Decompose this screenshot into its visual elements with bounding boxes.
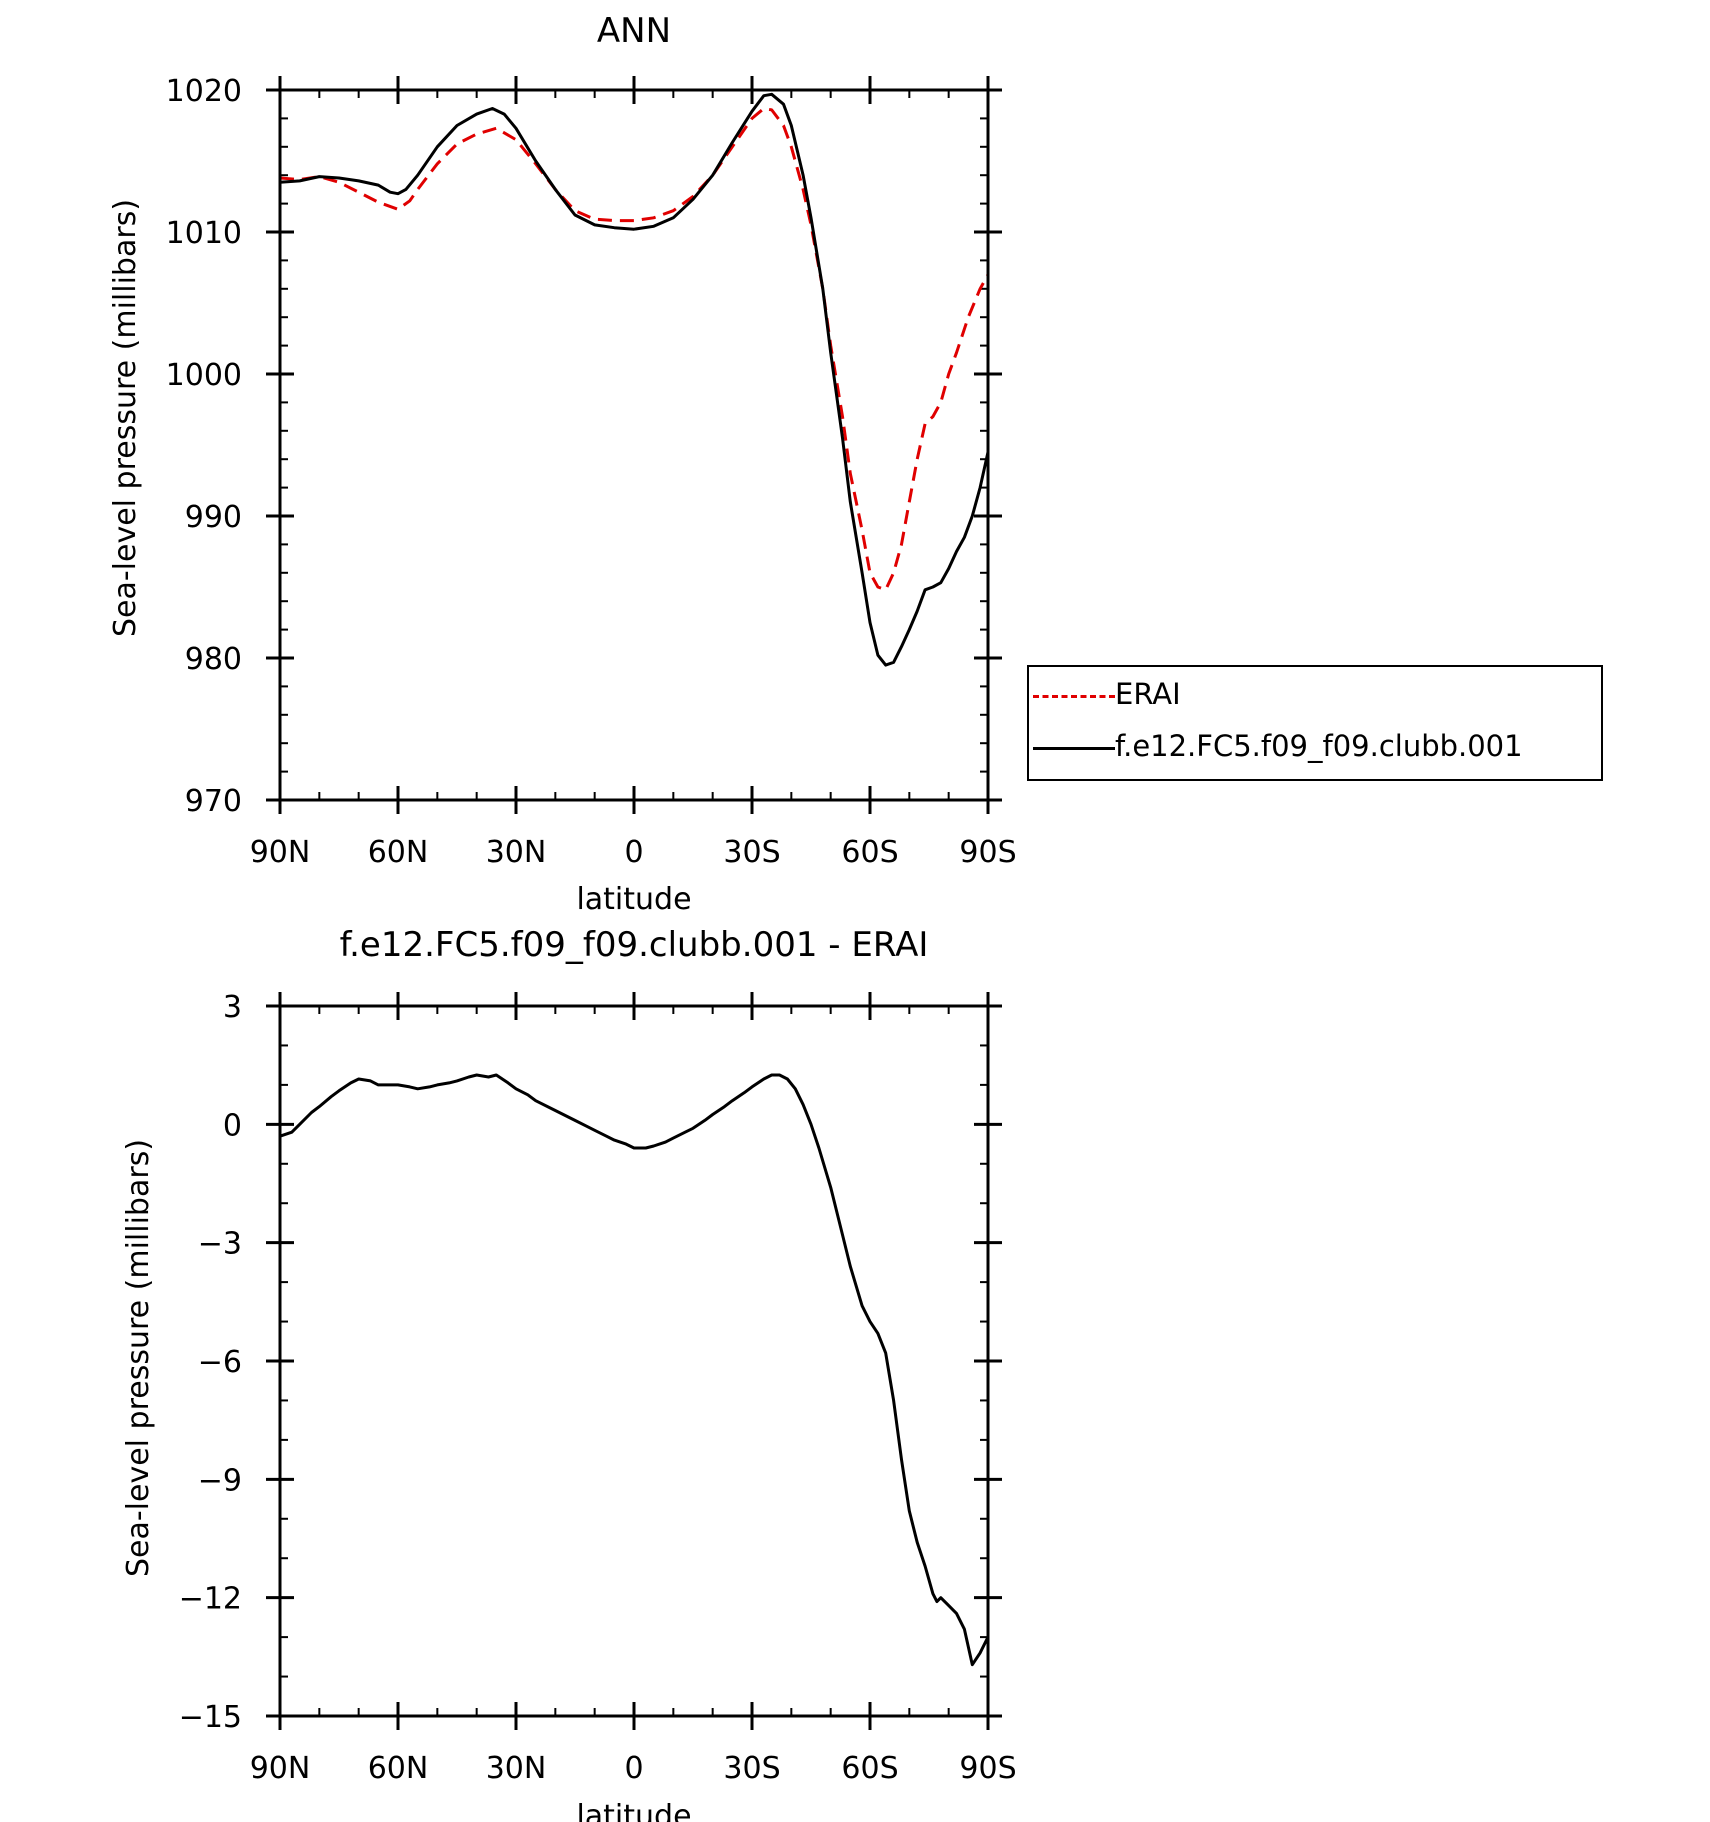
top-minor-ticks [279,89,989,801]
top-y-tick-label: 980 [185,642,242,677]
top-plot-frame [278,88,990,802]
bottom-x-tick-label: 90N [250,1751,311,1786]
top-y-tick-labels: 1020 1010 1000 990 980 970 [166,74,242,819]
bottom-y-tick-label: −3 [198,1227,242,1262]
top-series-line-0 [279,107,990,592]
top-series-line-1 [279,92,990,667]
legend-label-erai: ERAI [1115,677,1181,711]
legend-item-model: f.e12.FC5.f09_f09.clubb.001 [1029,723,1601,773]
top-major-ticks [266,76,1002,814]
top-x-tick-label: 90N [250,835,311,870]
top-x-tick-label: 60S [841,835,898,870]
legend-label-model: f.e12.FC5.f09_f09.clubb.001 [1115,729,1523,763]
bottom-minor-ticks [279,1005,989,1717]
bottom-x-tick-label: 30S [723,1751,780,1786]
bottom-x-tick-label: 0 [624,1751,643,1786]
top-x-axis-label: latitude [576,882,691,917]
bottom-y-axis-label: Sea-level pressure (millibars) [121,1139,156,1577]
bottom-x-tick-label: 30N [486,1751,547,1786]
legend: ERAI f.e12.FC5.f09_f09.clubb.001 [1027,665,1603,781]
top-x-tick-label: 30N [486,835,547,870]
bottom-y-tick-label: 3 [223,990,242,1025]
bottom-plot-lines [279,1073,990,1667]
top-x-tick-label: 60N [368,835,429,870]
legend-swatch-erai [1033,695,1115,698]
top-y-tick-label: 1000 [166,358,242,393]
bottom-chart-title: f.e12.FC5.f09_f09.clubb.001 - ERAI [340,925,929,965]
top-plot-lines [279,92,990,667]
top-x-tick-label: 30S [723,835,780,870]
legend-item-erai: ERAI [1029,671,1601,721]
bottom-series-line-0 [279,1073,990,1667]
bottom-y-tick-labels: 3 0 −3 −6 −9 −12 −15 [179,990,242,1735]
top-x-tick-label: 90S [959,835,1016,870]
bottom-x-tick-label: 60N [368,1751,429,1786]
bottom-y-tick-label: −12 [179,1582,242,1617]
top-x-tick-label: 0 [624,835,643,870]
bottom-x-tick-labels: 90N 60N 30N 0 30S 60S 90S [250,1751,1017,1786]
top-chart-title: ANN [597,11,671,51]
top-y-tick-label: 970 [185,784,242,819]
bottom-y-tick-label: −6 [198,1345,242,1380]
top-y-axis-label: Sea-level pressure (millibars) [108,199,143,637]
bottom-x-tick-label: 90S [959,1751,1016,1786]
top-y-tick-label: 1010 [166,216,242,251]
bottom-y-tick-label: −9 [198,1463,242,1498]
bottom-x-tick-label: 60S [841,1751,898,1786]
top-y-tick-label: 990 [185,500,242,535]
bottom-plot-frame [278,1004,990,1718]
bottom-y-tick-label: 0 [223,1108,242,1143]
bottom-panel: f.e12.FC5.f09_f09.clubb.001 - ERAI Sea-l… [121,925,1017,1822]
bottom-major-ticks [266,992,1002,1730]
top-x-tick-labels: 90N 60N 30N 0 30S 60S 90S [250,835,1017,870]
top-panel: ANN Sea-level pressure (millibars) latit… [108,11,1017,917]
top-y-tick-label: 1020 [166,74,242,109]
bottom-x-axis-label: latitude [576,1799,691,1822]
legend-swatch-model [1033,747,1115,750]
bottom-y-tick-label: −15 [179,1700,242,1735]
